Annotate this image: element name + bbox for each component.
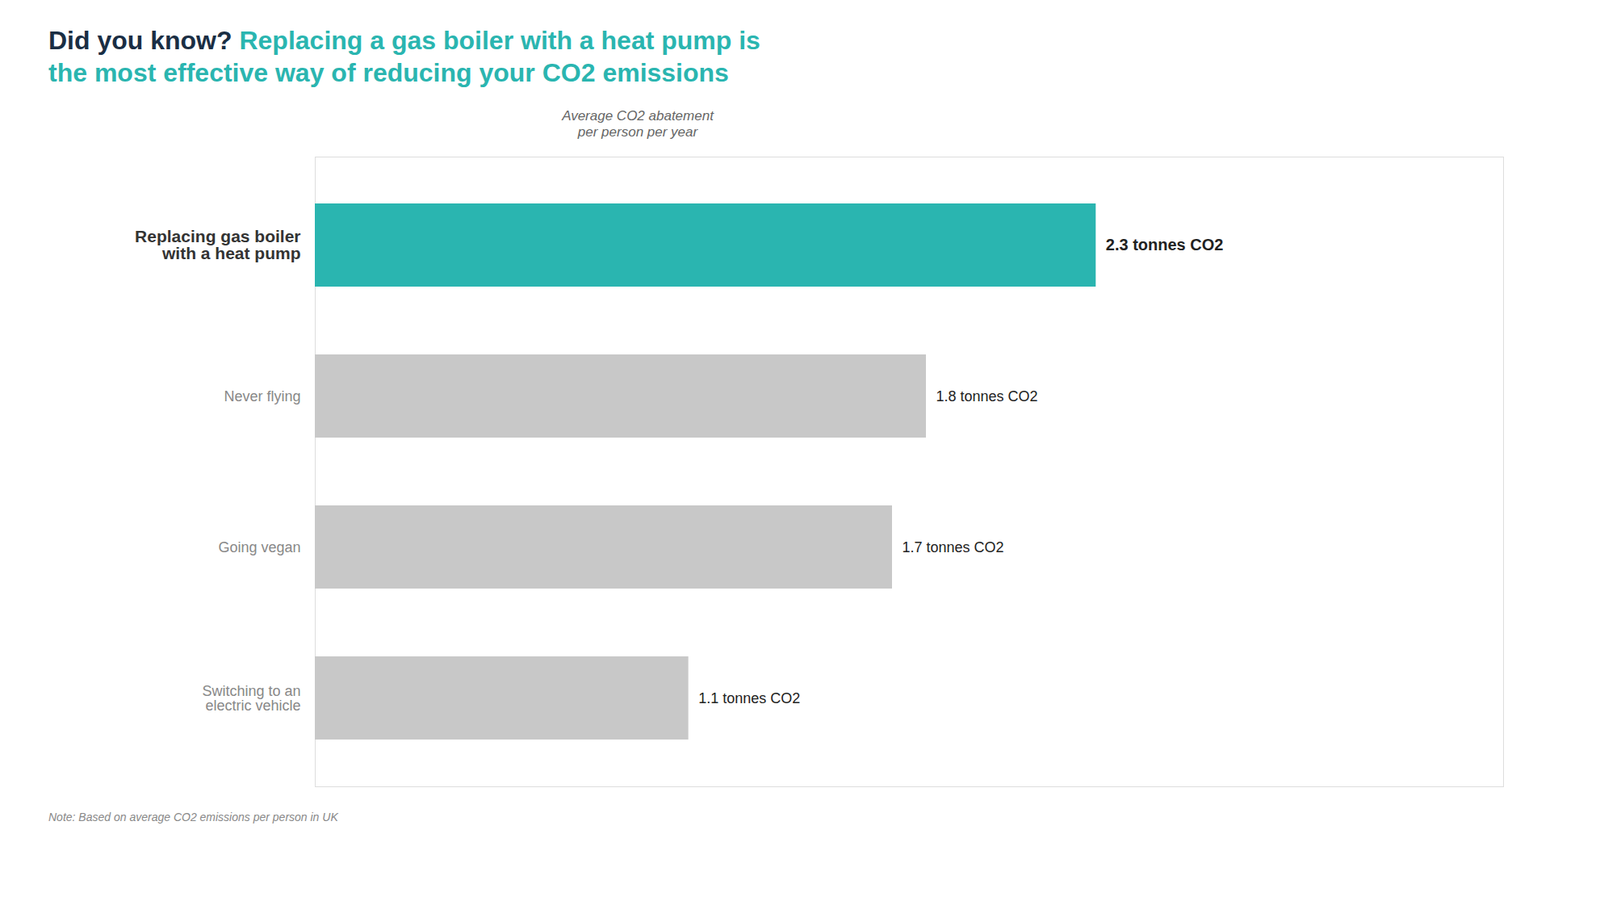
svg-text:Never flying: Never flying [223,388,301,405]
svg-text:1.8 tonnes CO2: 1.8 tonnes CO2 [936,388,1039,405]
html-text:Note: Based on average CO2 emi: Note: Based on average CO2 emissions per… [48,810,339,824]
svg-text:1.1 tonnes CO2: 1.1 tonnes CO2 [698,690,800,707]
html-text:Did you know? Replacing a gas: Did you know? Replacing a gas boiler wit… [48,25,761,88]
html-text:Average CO2 abatement per pers: Average CO2 abatement per person per yea… [561,108,714,140]
svg-text:Switching to anelectric vehicl: Switching to anelectric vehicle [201,682,301,714]
svg-text:Going vegan: Going vegan [217,539,301,556]
svg-text:Replacing gas boilerwith a hea: Replacing gas boilerwith a heat pump [134,226,301,263]
svg-text:2.3 tonnes CO2: 2.3 tonnes CO2 [1105,235,1224,254]
svg-text:1.7 tonnes CO2: 1.7 tonnes CO2 [901,539,1004,556]
